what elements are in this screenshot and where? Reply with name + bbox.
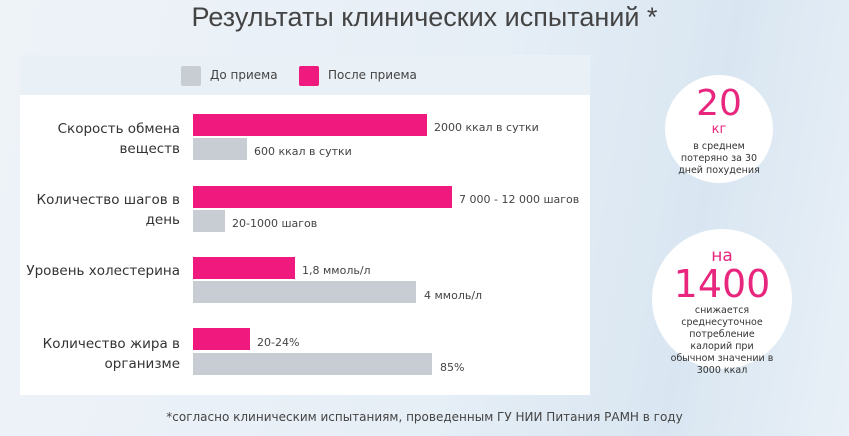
legend-swatch	[181, 66, 201, 86]
value-label: 20-24%	[257, 336, 300, 349]
value-label: 1,8 ммоль/л	[302, 264, 371, 277]
badge-unit: кг	[711, 122, 727, 137]
value-label: 85%	[440, 361, 465, 374]
badge-value: 1400	[673, 262, 771, 306]
title: Результаты клинических испытаний *	[191, 2, 658, 32]
bar-after	[193, 114, 427, 136]
bar-before	[193, 353, 432, 375]
panel	[20, 55, 590, 395]
legend-label: До приема	[210, 68, 278, 82]
row-label: Скорость обмена веществ	[57, 121, 180, 157]
bar-before	[193, 281, 416, 303]
value-label: 20-1000 шагов	[232, 217, 318, 230]
badge: 20 кг в среднем потеряно за 30 дней поху…	[665, 75, 773, 183]
badge-text: снижается среднесуточное потребление кал…	[670, 305, 774, 376]
bar-after	[193, 328, 250, 350]
badge-value: 20	[696, 83, 742, 124]
badge-text: в среднем потеряно за 30 дней похудения	[678, 141, 760, 176]
bar-before	[193, 210, 225, 232]
bar-after	[193, 257, 295, 279]
value-label: 2000 ккал в сутки	[434, 121, 539, 134]
badge-prefix: на	[711, 246, 733, 266]
row-label: Количество жира в организме	[42, 336, 180, 372]
legend-label: После приема	[328, 68, 417, 82]
badge: на 1400 снижается среднесуточное потребл…	[652, 229, 792, 376]
value-label: 4 ммоль/л	[424, 289, 483, 302]
value-label: 7 000 - 12 000 шагов	[459, 193, 580, 206]
row-label: Количество шагов в день	[36, 192, 180, 228]
bar-after	[193, 186, 452, 208]
legend-swatch	[299, 66, 319, 86]
value-label: 600 ккал в сутки	[254, 145, 352, 158]
footnote: *согласно клиническим испытаниям, провед…	[166, 410, 683, 424]
bar-before	[193, 138, 247, 160]
row-label: Уровень холестерина	[26, 263, 180, 279]
